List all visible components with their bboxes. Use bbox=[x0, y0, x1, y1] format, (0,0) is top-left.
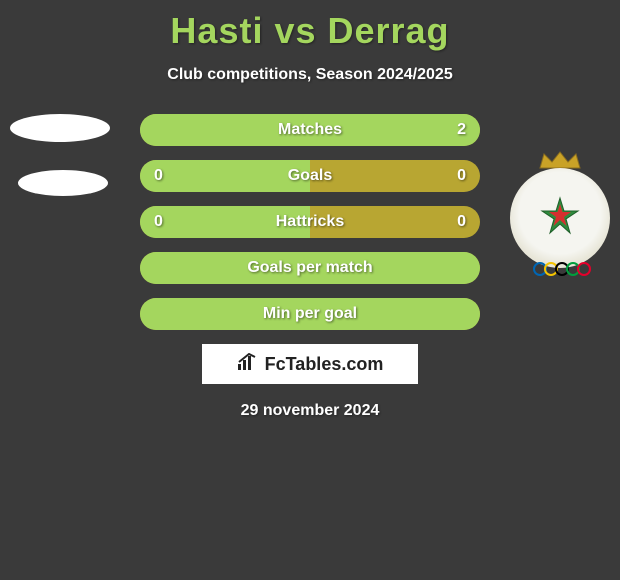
team-logo-placeholder-1 bbox=[10, 114, 110, 142]
stat-fill bbox=[140, 160, 310, 192]
stat-row: 0 Hattricks 0 bbox=[140, 206, 480, 238]
season-subtitle: Club competitions, Season 2024/2025 bbox=[0, 66, 620, 84]
brand-text: FcTables.com bbox=[265, 354, 384, 375]
stats-list: Matches 2 0 Goals 0 0 Hattricks 0 Goals per matc… bbox=[140, 114, 480, 330]
stat-value-left: 0 bbox=[154, 167, 163, 185]
stat-value-right: 0 bbox=[457, 213, 466, 231]
brand-logo[interactable]: FcTables.com bbox=[202, 344, 418, 384]
crown-icon bbox=[538, 150, 582, 170]
stat-label: Goals per match bbox=[247, 259, 372, 277]
stat-label: Matches bbox=[278, 121, 342, 139]
olympic-rings-icon bbox=[536, 262, 591, 276]
stat-value-left: 0 bbox=[154, 213, 163, 231]
stat-row: 0 Goals 0 bbox=[140, 160, 480, 192]
snapshot-date: 29 november 2024 bbox=[0, 402, 620, 420]
stat-row: Goals per match bbox=[140, 252, 480, 284]
stat-row: Min per goal bbox=[140, 298, 480, 330]
stat-label: Min per goal bbox=[263, 305, 357, 323]
star-icon bbox=[540, 196, 580, 236]
stat-row: Matches 2 bbox=[140, 114, 480, 146]
stat-label: Goals bbox=[288, 167, 332, 185]
right-team-badge bbox=[510, 154, 610, 274]
stat-value-right: 0 bbox=[457, 167, 466, 185]
left-team-icons bbox=[10, 114, 110, 196]
chart-icon bbox=[237, 353, 265, 376]
comparison-panel: Matches 2 0 Goals 0 0 Hattricks 0 Goals per matc… bbox=[0, 114, 620, 330]
team-logo-placeholder-2 bbox=[18, 170, 108, 196]
stat-label: Hattricks bbox=[276, 213, 344, 231]
stat-value-right: 2 bbox=[457, 121, 466, 139]
page-title: Hasti vs Derrag bbox=[0, 0, 620, 52]
club-crest bbox=[510, 154, 610, 274]
